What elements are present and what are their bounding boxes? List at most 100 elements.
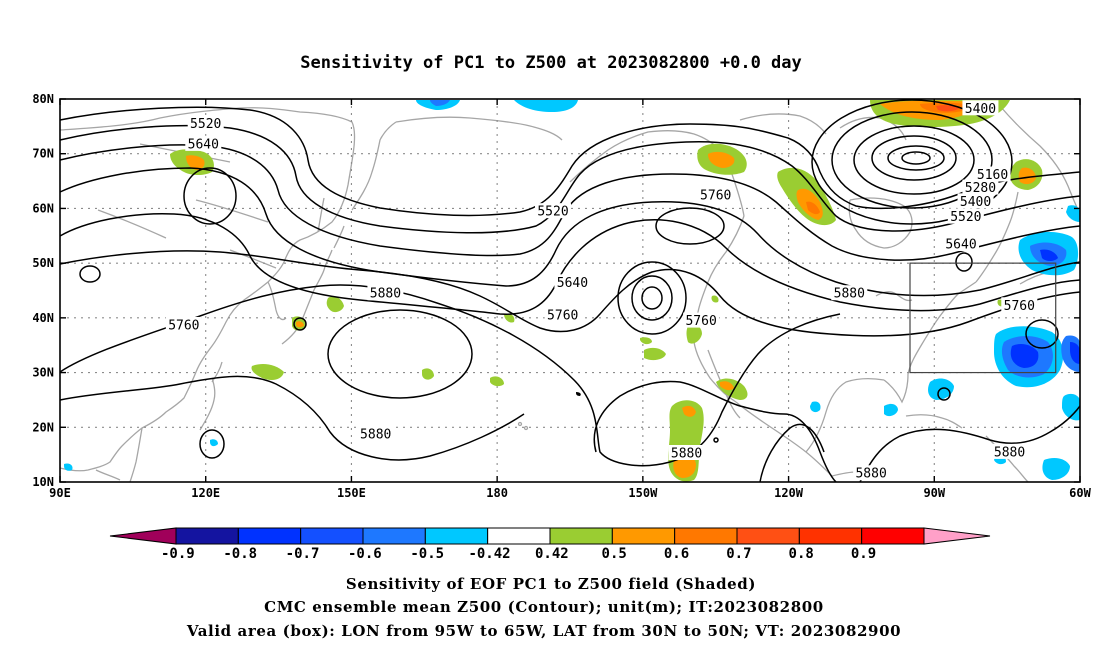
- contour-label-text: 5760: [547, 309, 578, 324]
- shade-positive: [682, 405, 696, 417]
- contour-label-gap: [185, 135, 222, 151]
- shade-negative: [430, 100, 450, 106]
- shade-positive: [936, 105, 960, 112]
- axis-ticks: 90E 120E 150E 180 150W 120W 90W 60W 10N 20N 30N 40N…: [32, 92, 1091, 500]
- contour-label-text: 5520: [950, 210, 981, 225]
- shade-positive: [686, 324, 702, 344]
- contour-label: 5160: [974, 166, 1011, 183]
- colorbar-label: 0.7: [726, 546, 751, 562]
- lon-tick-label: 150W: [628, 486, 658, 500]
- shade-negative: [64, 463, 73, 471]
- lat-tick-label: 60N: [32, 201, 54, 215]
- contour-label: 5640: [943, 235, 979, 252]
- contour-label-text: 5880: [855, 467, 886, 482]
- colorbar-bin: [487, 527, 551, 545]
- shade-negative: [884, 403, 898, 417]
- shade-negative: [810, 401, 821, 413]
- lat-tick-label: 50N: [32, 256, 54, 270]
- colorbar-bin: [300, 527, 364, 545]
- contour-label-gap: [962, 179, 999, 195]
- shade-negative: [1042, 458, 1070, 480]
- map-frame: [59, 98, 1081, 483]
- shade-positive: [251, 364, 284, 380]
- lat-tick-label: 30N: [32, 366, 54, 380]
- contour-label-gap: [853, 465, 890, 481]
- contour-label-text: 5880: [994, 445, 1025, 460]
- contour-label: 5760: [165, 316, 202, 333]
- caption-line-2: CMC ensemble mean Z500 (Contour); unit(m…: [264, 598, 824, 616]
- contour-label: 5880: [357, 425, 394, 442]
- lon-tick-label: 120W: [774, 486, 804, 500]
- contour-label-text: 5400: [965, 102, 996, 117]
- contour-label: 5760: [544, 307, 581, 324]
- contour-label: 5520: [535, 203, 571, 220]
- contour-label-text: 5400: [960, 195, 991, 210]
- colorbar: -0.9 -0.8 -0.7 -0.6 -0.5 -0.42 0.42 0.5 0.6 0.7 0.…: [109, 527, 991, 562]
- colorbar-label: -0.9: [161, 546, 195, 562]
- lat-tick-label: 20N: [32, 420, 54, 434]
- colorbar-bin: [736, 527, 800, 545]
- colorbar-bin: [674, 527, 738, 545]
- contour-label-text: 5160: [977, 168, 1008, 183]
- contour-label-gap: [947, 208, 984, 224]
- valid-area-box: [909, 262, 1057, 374]
- contour-label-gap: [991, 443, 1028, 459]
- contour-label-gap: [943, 235, 979, 251]
- shade-negative: [514, 100, 578, 112]
- colorbar-label: -0.6: [348, 546, 382, 562]
- colorbar-label: -0.7: [286, 546, 320, 562]
- colorbar-bin: [798, 527, 863, 545]
- shade-negative: [1070, 342, 1080, 364]
- colorbar-label: 0.6: [664, 546, 689, 562]
- contour-label-text: 5280: [965, 181, 996, 196]
- lon-tick-label: 150E: [337, 486, 366, 500]
- contour-label: 5520: [947, 208, 984, 225]
- shade-positive: [806, 201, 820, 215]
- contour-label-gap: [535, 203, 571, 219]
- contour-label: 5880: [367, 285, 404, 302]
- shade-positive: [422, 368, 434, 380]
- contour-label: 5760: [697, 186, 734, 203]
- contour-label-gap: [554, 274, 591, 290]
- shade-negative: [1010, 344, 1039, 368]
- contour-label-text: 5760: [168, 318, 199, 333]
- contour-label: 5880: [668, 445, 705, 462]
- contour-label-text: 5880: [360, 427, 391, 442]
- colorbar-bin: [861, 527, 925, 545]
- shade-positive: [708, 151, 735, 168]
- shade-positive: [1018, 167, 1036, 185]
- shade-positive: [504, 313, 515, 323]
- contour-label-text: 5640: [557, 276, 588, 291]
- colorbar-bin: [611, 527, 676, 545]
- colorbar-bin: [424, 527, 489, 545]
- colorbar-label: -0.8: [223, 546, 257, 562]
- contour-label: 5880: [831, 285, 868, 302]
- contour-label-gap: [683, 312, 720, 328]
- caption-line-1: Sensitivity of EOF PC1 to Z500 field (Sh…: [346, 575, 756, 593]
- colorbar-bin: [549, 527, 613, 545]
- contour-label-text: 5760: [700, 188, 731, 203]
- lon-tick-label: 60W: [1069, 486, 1091, 500]
- colorbar-label: -0.5: [410, 546, 444, 562]
- shade-positive: [644, 347, 666, 361]
- contour-label-gap: [1001, 297, 1038, 313]
- contour-label-text: 5880: [834, 287, 865, 302]
- lat-tick-label: 40N: [32, 311, 54, 325]
- lon-tick-label: 120E: [191, 486, 220, 500]
- contour-label-gap: [697, 186, 734, 202]
- contour-label: 5760: [1001, 297, 1038, 314]
- contour-label-text: 5760: [685, 314, 716, 329]
- contour-label-gap: [357, 425, 394, 441]
- lon-tick-label: 90E: [49, 486, 71, 500]
- shade-positive: [711, 295, 719, 303]
- contour-label: 5760: [683, 312, 720, 329]
- colorbar-bin: [175, 527, 239, 545]
- contour-label: 5400: [957, 193, 994, 210]
- lat-tick-label: 80N: [32, 92, 54, 106]
- shade-positive: [296, 321, 304, 328]
- contour-label-gap: [165, 316, 202, 332]
- contour-label-gap: [544, 307, 581, 323]
- contour-label-gap: [962, 100, 999, 116]
- contour-label: 5520: [187, 115, 224, 132]
